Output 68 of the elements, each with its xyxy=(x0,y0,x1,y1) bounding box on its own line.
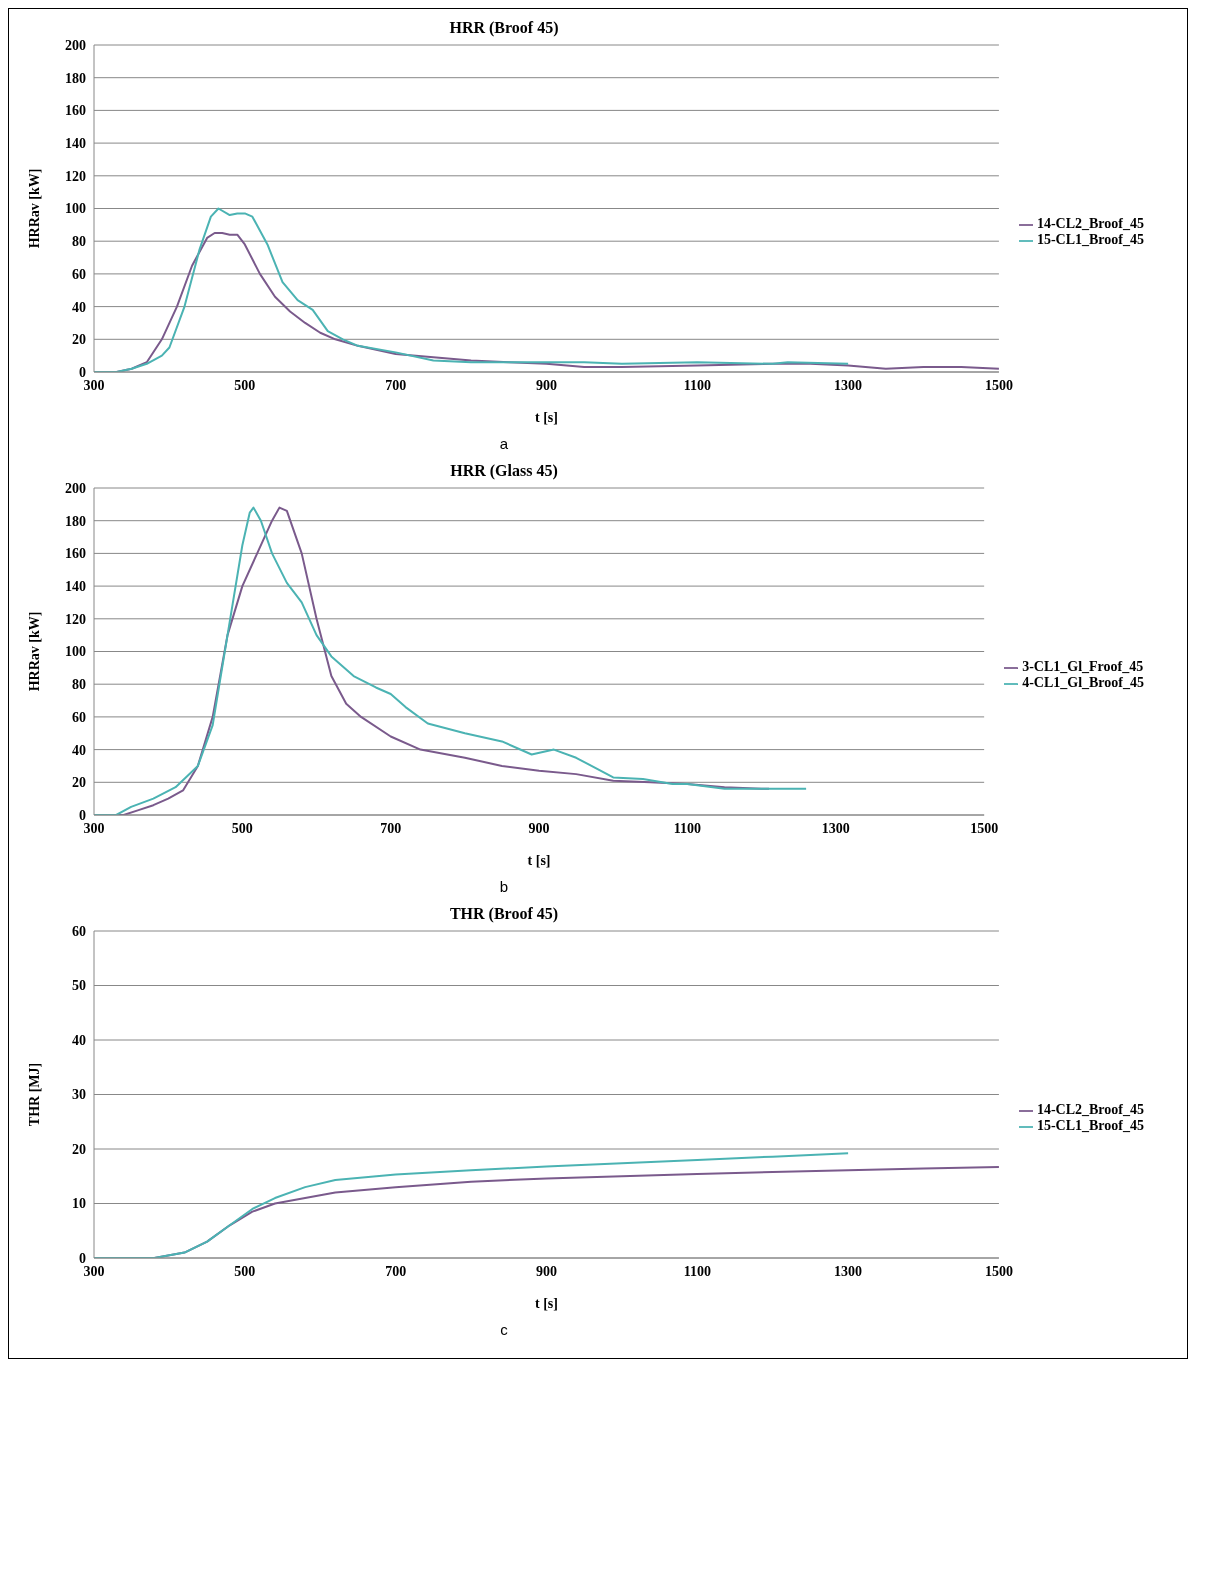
y-tick-label: 40 xyxy=(72,1032,86,1048)
y-tick-label: 50 xyxy=(72,978,86,994)
x-tick-label: 1300 xyxy=(821,820,850,836)
x-tick-label: 900 xyxy=(535,1263,557,1279)
legend-label: 15-CL1_Broof_45 xyxy=(1036,232,1144,247)
y-tick-label: 40 xyxy=(72,742,86,758)
x-axis-title: t [s] xyxy=(534,1296,558,1311)
x-axis-title: t [s] xyxy=(534,410,558,425)
y-tick-label: 60 xyxy=(72,709,86,725)
y-tick-label: 140 xyxy=(65,136,86,152)
chart-title: THR (Broof 45) xyxy=(448,905,560,923)
y-tick-label: 160 xyxy=(65,103,86,119)
y-tick-label: 120 xyxy=(65,611,86,627)
y-tick-label: 20 xyxy=(72,775,86,791)
chart-title: HRR (Broof 45) xyxy=(448,19,560,37)
y-tick-label: 60 xyxy=(72,923,86,939)
x-tick-label: 500 xyxy=(234,1263,256,1279)
y-tick-label: 40 xyxy=(72,299,86,315)
y-tick-label: 30 xyxy=(72,1087,86,1103)
y-tick-label: 0 xyxy=(79,807,86,823)
y-tick-label: 0 xyxy=(79,364,86,380)
legend-label: 14-CL2_Broof_45 xyxy=(1036,1102,1144,1117)
x-tick-label: 1100 xyxy=(673,820,702,836)
text: b xyxy=(498,878,510,895)
x-tick-label: 1500 xyxy=(984,377,1013,393)
legend-label: 4-CL1_Gl_Broof_45 xyxy=(1022,675,1144,690)
y-axis-title: HRRav [kW] xyxy=(26,611,42,692)
y-tick-label: 20 xyxy=(72,1141,86,1157)
text: a xyxy=(498,435,510,452)
y-tick-label: 20 xyxy=(72,332,86,348)
chart-title: HRR (Glass 45) xyxy=(449,462,559,480)
y-tick-label: 80 xyxy=(72,677,86,693)
x-tick-label: 300 xyxy=(83,820,105,836)
y-tick-label: 10 xyxy=(72,1196,86,1212)
legend-label: 15-CL1_Broof_45 xyxy=(1036,1118,1144,1133)
x-tick-label: 300 xyxy=(83,1263,105,1279)
y-tick-label: 160 xyxy=(65,546,86,562)
y-tick-label: 140 xyxy=(65,579,86,595)
x-tick-label: 1300 xyxy=(834,1263,863,1279)
x-tick-label: 1100 xyxy=(683,1263,711,1279)
x-tick-label: 700 xyxy=(385,1263,407,1279)
x-tick-label: 1500 xyxy=(984,1263,1013,1279)
y-tick-label: 80 xyxy=(72,234,86,250)
y-tick-label: 200 xyxy=(65,37,86,53)
x-tick-label: 500 xyxy=(231,820,253,836)
x-tick-label: 300 xyxy=(83,377,105,393)
y-axis-title: HRRav [kW] xyxy=(26,168,42,249)
y-tick-label: 200 xyxy=(65,480,86,496)
x-tick-label: 700 xyxy=(380,820,402,836)
x-tick-label: 900 xyxy=(528,820,550,836)
y-tick-label: 180 xyxy=(65,70,86,86)
text: c xyxy=(499,1321,509,1338)
y-tick-label: 180 xyxy=(65,513,86,529)
x-tick-label: 1500 xyxy=(970,820,999,836)
y-tick-label: 60 xyxy=(72,266,86,282)
x-tick-label: 900 xyxy=(535,377,557,393)
legend-label: 14-CL2_Broof_45 xyxy=(1036,216,1144,231)
x-axis-title: t [s] xyxy=(527,853,551,868)
x-tick-label: 1300 xyxy=(834,377,863,393)
y-tick-label: 0 xyxy=(79,1250,86,1266)
x-tick-label: 500 xyxy=(234,377,256,393)
y-tick-label: 120 xyxy=(65,168,86,184)
y-tick-label: 100 xyxy=(65,644,86,660)
legend-label: 3-CL1_Gl_Froof_45 xyxy=(1022,659,1144,674)
y-axis-title: THR [MJ] xyxy=(26,1062,42,1127)
x-tick-label: 700 xyxy=(385,377,407,393)
x-tick-label: 1100 xyxy=(683,377,711,393)
y-tick-label: 100 xyxy=(65,201,86,217)
